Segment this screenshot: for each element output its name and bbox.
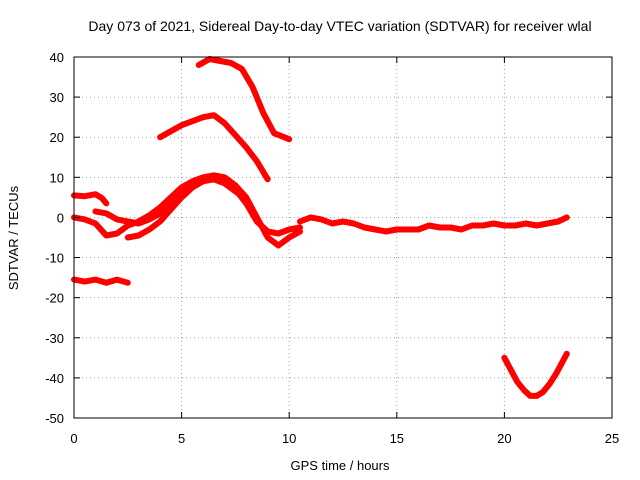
series-line-arc-1 xyxy=(71,191,110,207)
x-tick-label: 5 xyxy=(178,431,185,446)
plot-frame xyxy=(73,56,613,419)
y-tick-label: -10 xyxy=(45,251,64,266)
series-line-arc-6 xyxy=(157,112,271,183)
series-line-arc-7 xyxy=(195,56,293,143)
x-tick-label: 15 xyxy=(390,431,404,446)
y-tick-label: 20 xyxy=(50,130,64,145)
grid xyxy=(74,57,612,418)
y-tick-label: -20 xyxy=(45,291,64,306)
series-line-arc-9 xyxy=(501,350,570,399)
x-tick-label: 25 xyxy=(605,431,619,446)
y-tick-label: 40 xyxy=(50,50,64,65)
y-tick-label: 0 xyxy=(57,210,64,225)
y-tick-label: -30 xyxy=(45,331,64,346)
x-tick-label: 0 xyxy=(70,431,77,446)
series-group xyxy=(71,56,570,399)
chart-title: Day 073 of 2021, Sidereal Day-to-day VTE… xyxy=(88,18,591,34)
x-axis-label: GPS time / hours xyxy=(291,458,390,473)
x-tick-label: 20 xyxy=(497,431,511,446)
series-line-arc-5 xyxy=(124,176,250,241)
series-line-arc-2 xyxy=(71,276,131,286)
y-tick-label: -50 xyxy=(45,411,64,426)
series-line-arc-8 xyxy=(297,214,570,235)
y-axis-label: SDTVAR / TECUs xyxy=(6,185,21,290)
y-tick-label: 10 xyxy=(50,170,64,185)
x-tick-label: 10 xyxy=(282,431,296,446)
y-tick-label: 30 xyxy=(50,90,64,105)
ticks: 0 5 10 15 20 25 -50 -40 -30 -20 -10 0 10 20 30 40 xyxy=(45,50,619,446)
y-tick-label: -40 xyxy=(45,371,64,386)
